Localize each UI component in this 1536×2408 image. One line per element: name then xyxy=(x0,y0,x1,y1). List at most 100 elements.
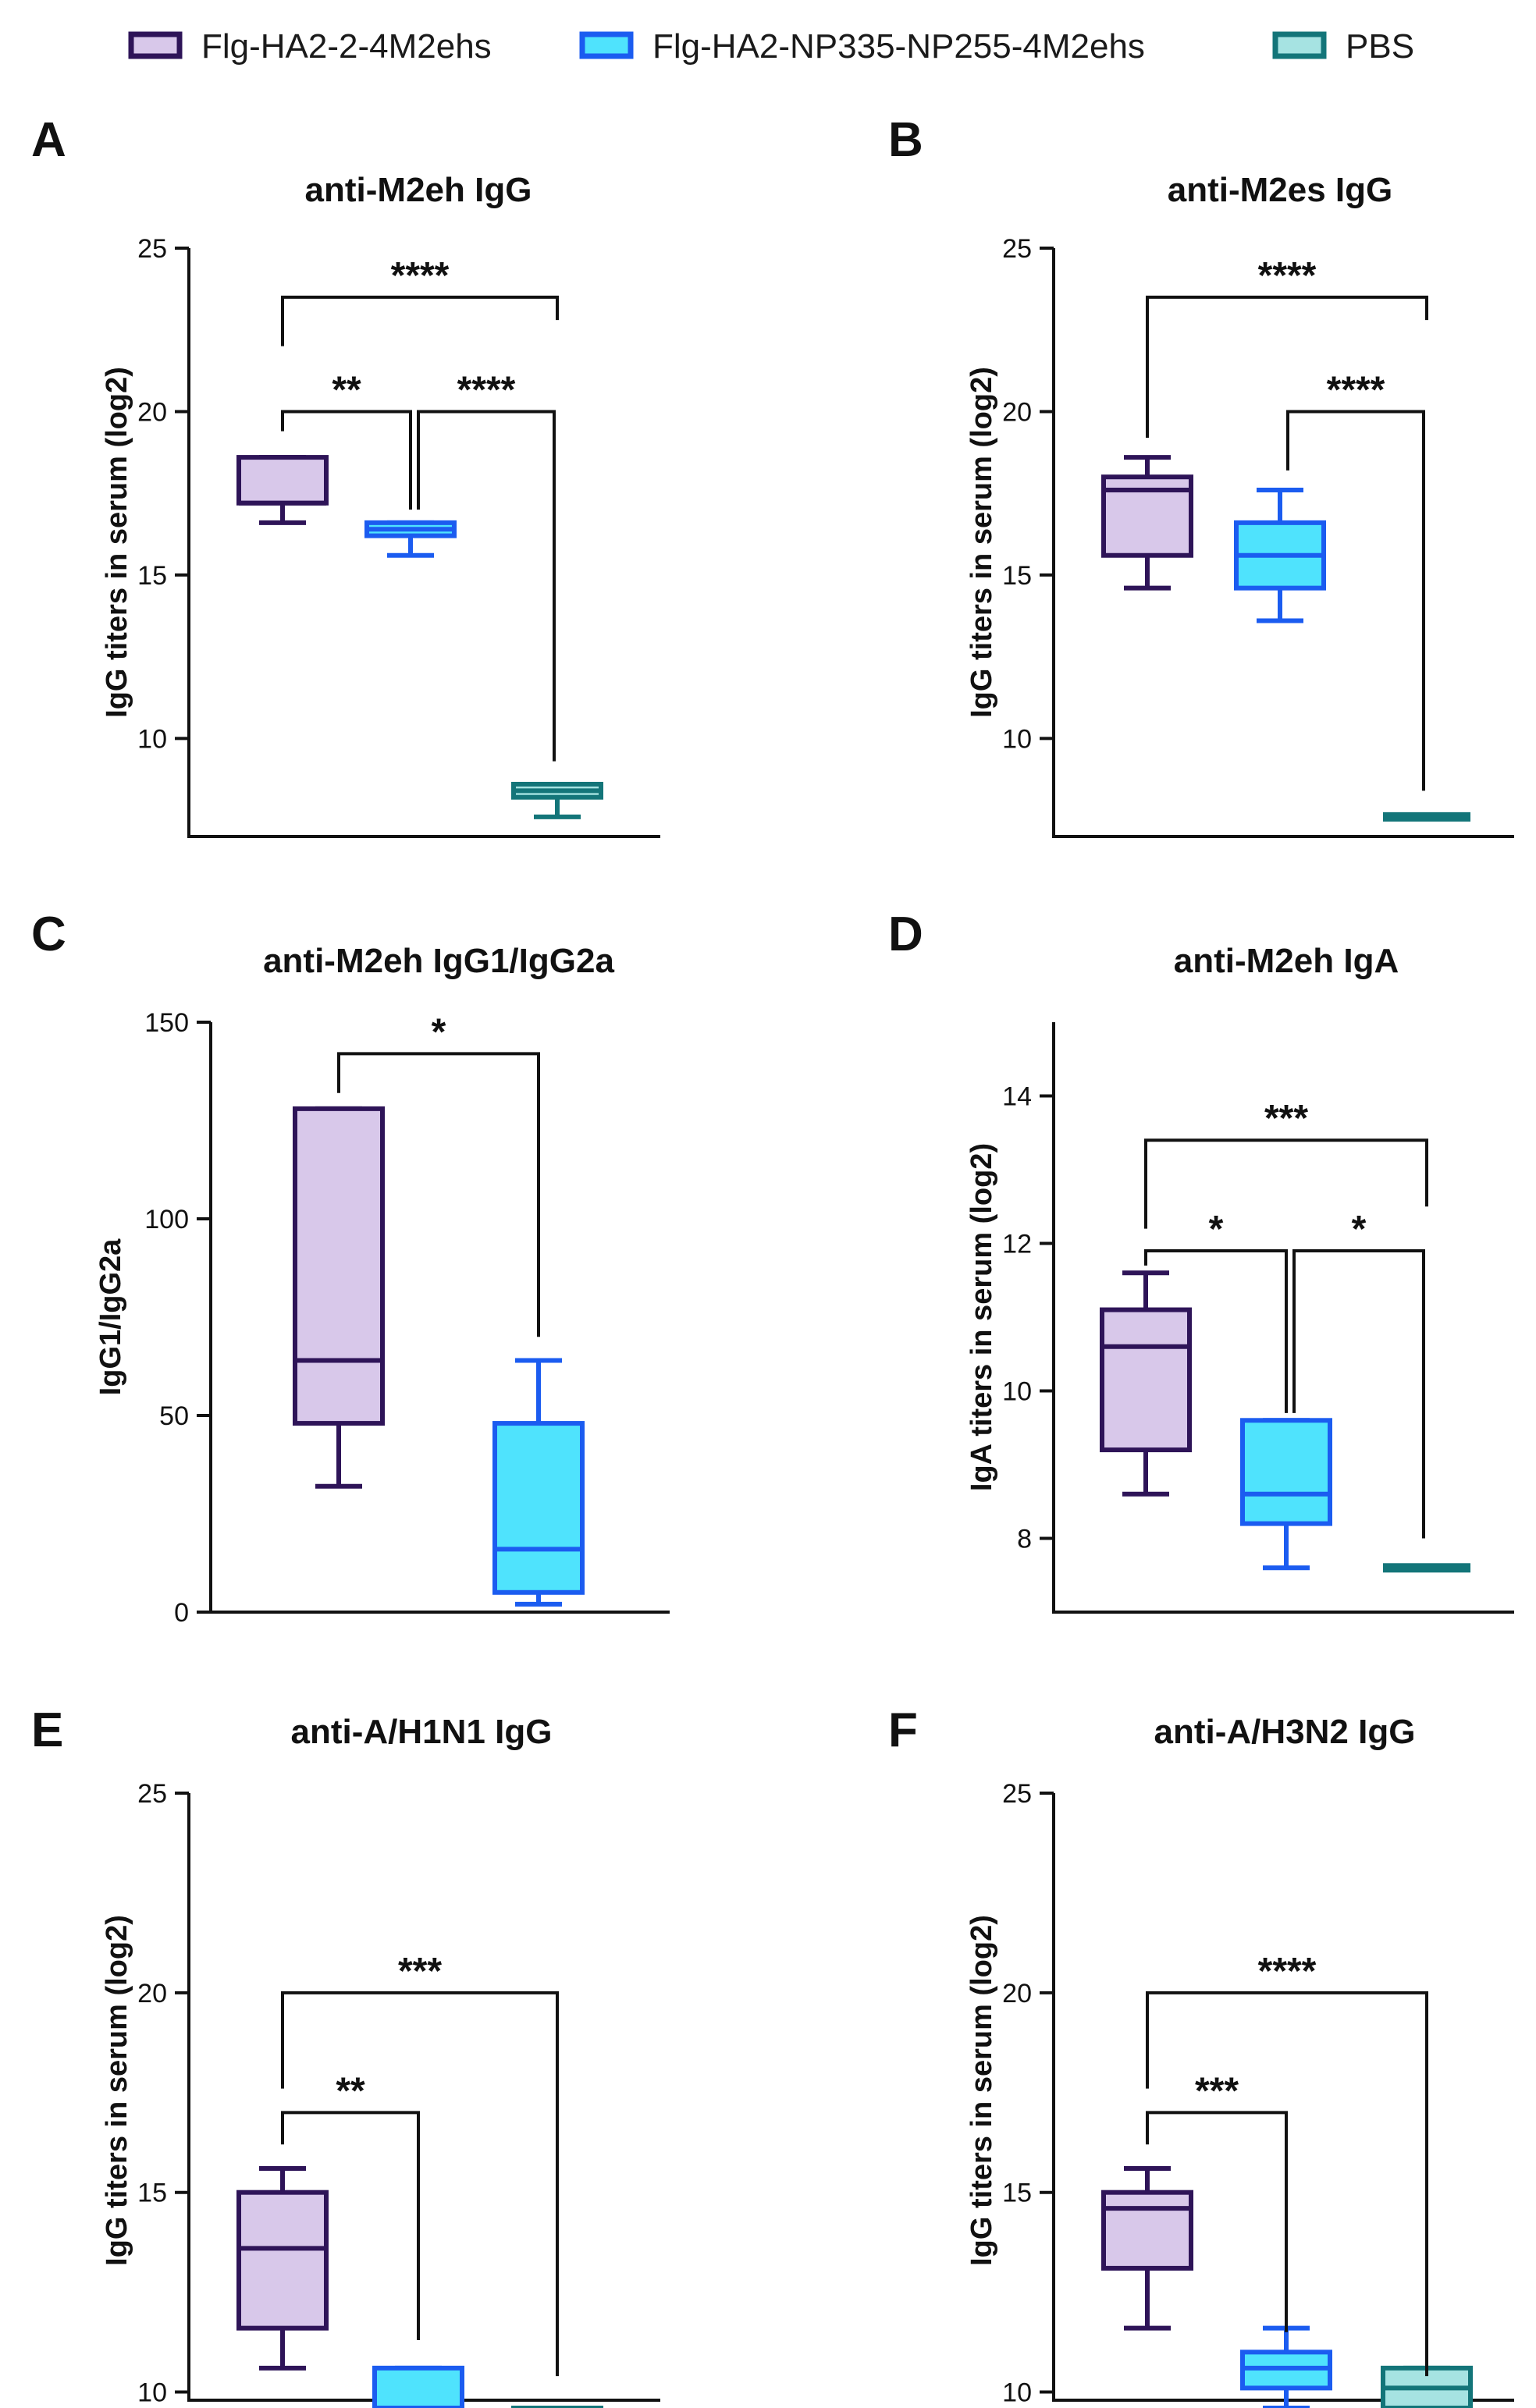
box-iqr xyxy=(1100,1307,1192,1453)
legend-label: Flg-HA2-2-4M2ehs xyxy=(201,27,492,66)
panel-letter: E xyxy=(31,1703,63,1757)
significance-bracket: **** xyxy=(1286,369,1425,791)
significance-label: *** xyxy=(1195,2070,1239,2111)
bracket-line xyxy=(281,2111,420,2341)
y-tick-label: 50 xyxy=(159,1401,189,1431)
panel-letter: D xyxy=(888,907,923,961)
y-tick-label: 0 xyxy=(174,1598,189,1628)
y-axis-label: IgG titers in serum (log2) xyxy=(101,367,133,718)
box-2 xyxy=(364,520,457,558)
box-iqr xyxy=(492,1421,585,1595)
y-tick-label: 10 xyxy=(1002,2378,1032,2408)
panel-title: anti-A/H3N2 IgG xyxy=(1154,1713,1416,1751)
legend-swatch xyxy=(1272,31,1327,59)
panel-title: anti-M2es IgG xyxy=(1168,171,1393,209)
y-tick-label: 25 xyxy=(137,234,167,264)
significance-bracket: ** xyxy=(281,369,412,510)
y-axis-label: IgA titers in serum (log2) xyxy=(965,1143,998,1491)
y-tick-label: 15 xyxy=(1002,2179,1032,2208)
bracket-line xyxy=(1292,1248,1425,1539)
y-tick-label: 100 xyxy=(144,1205,189,1234)
y-tick-label: 10 xyxy=(1002,724,1032,754)
significance-bracket: *** xyxy=(1146,2070,1288,2332)
significance-label: *** xyxy=(398,1951,442,1992)
box-1 xyxy=(1101,455,1193,591)
y-tick-label: 20 xyxy=(1002,397,1032,427)
significance-label: * xyxy=(432,1011,446,1053)
bracket-line xyxy=(281,410,412,510)
bracket-line xyxy=(281,295,559,346)
significance-bracket: * xyxy=(337,1011,540,1337)
significance-label: **** xyxy=(391,255,450,297)
bracket-line xyxy=(1146,295,1428,438)
legend-label: PBS xyxy=(1346,27,1414,66)
y-axis-label: IgG1/IgG2a xyxy=(94,1238,127,1395)
box-2 xyxy=(1234,487,1326,623)
legend-label: Flg-HA2-NP335-NP255-4M2ehs xyxy=(652,27,1145,66)
panel-title: anti-A/H1N1 IgG xyxy=(291,1713,553,1751)
box-1 xyxy=(1100,1270,1192,1497)
bracket-line xyxy=(281,1991,559,2377)
significance-bracket: * xyxy=(1144,1209,1288,1413)
y-tick-label: 15 xyxy=(1002,561,1032,591)
significance-bracket: **** xyxy=(1146,255,1428,438)
bracket-line xyxy=(1144,1248,1288,1413)
box-3 xyxy=(1383,812,1470,822)
y-tick-label: 15 xyxy=(137,2179,167,2208)
box-iqr xyxy=(293,1106,385,1426)
box-3 xyxy=(1383,1563,1470,1573)
panel-letter: B xyxy=(888,113,923,167)
significance-label: ** xyxy=(332,369,361,410)
y-tick-label: 10 xyxy=(1002,1377,1032,1407)
y-tick-label: 20 xyxy=(1002,1979,1032,2008)
bracket-line xyxy=(337,1052,540,1337)
box-2 xyxy=(1240,1418,1332,1571)
box-iqr xyxy=(1240,1418,1332,1526)
y-axis-label: IgG titers in serum (log2) xyxy=(101,1915,133,2266)
significance-label: *** xyxy=(1264,1098,1308,1139)
y-tick-label: 10 xyxy=(137,724,167,754)
panel-letter: C xyxy=(31,907,66,961)
box-iqr xyxy=(1101,2190,1193,2271)
significance-label: **** xyxy=(457,369,516,410)
significance-bracket: **** xyxy=(417,369,556,762)
panel-title: anti-M2eh IgG xyxy=(305,171,532,209)
significance-bracket: **** xyxy=(281,255,559,346)
box-iqr xyxy=(236,2190,329,2331)
y-tick-label: 20 xyxy=(137,397,167,427)
box-iqr xyxy=(236,455,329,506)
significance-label: **** xyxy=(1258,255,1317,297)
y-tick-label: 25 xyxy=(1002,1779,1032,1809)
y-tick-label: 10 xyxy=(137,2378,167,2408)
significance-label: ** xyxy=(336,2070,365,2111)
box-iqr xyxy=(372,2365,464,2408)
significance-label: * xyxy=(1352,1209,1367,1250)
y-tick-label: 150 xyxy=(144,1008,189,1038)
significance-bracket: **** xyxy=(1146,1951,1428,2377)
legend: Flg-HA2-2-4M2ehs Flg-HA2-NP335-NP255-4M2e… xyxy=(128,27,1414,66)
box-1 xyxy=(236,2165,329,2371)
significance-label: **** xyxy=(1258,1951,1317,1992)
box-3 xyxy=(511,781,603,819)
legend-swatch xyxy=(128,31,183,59)
panel-letter: A xyxy=(31,113,66,167)
bracket-line xyxy=(1146,1991,1428,2377)
box-1 xyxy=(293,1106,385,1489)
box-1 xyxy=(236,455,329,525)
box-1 xyxy=(1101,2165,1193,2331)
y-tick-label: 8 xyxy=(1017,1525,1032,1554)
bracket-line xyxy=(1286,410,1425,791)
bracket-line xyxy=(1146,2111,1288,2332)
bracket-line xyxy=(417,410,556,762)
significance-bracket: *** xyxy=(1144,1098,1428,1229)
box-2 xyxy=(492,1358,585,1607)
y-tick-label: 12 xyxy=(1002,1230,1032,1259)
box-flat-line xyxy=(1383,1563,1470,1573)
legend-swatch xyxy=(579,31,634,59)
significance-label: **** xyxy=(1327,369,1385,410)
